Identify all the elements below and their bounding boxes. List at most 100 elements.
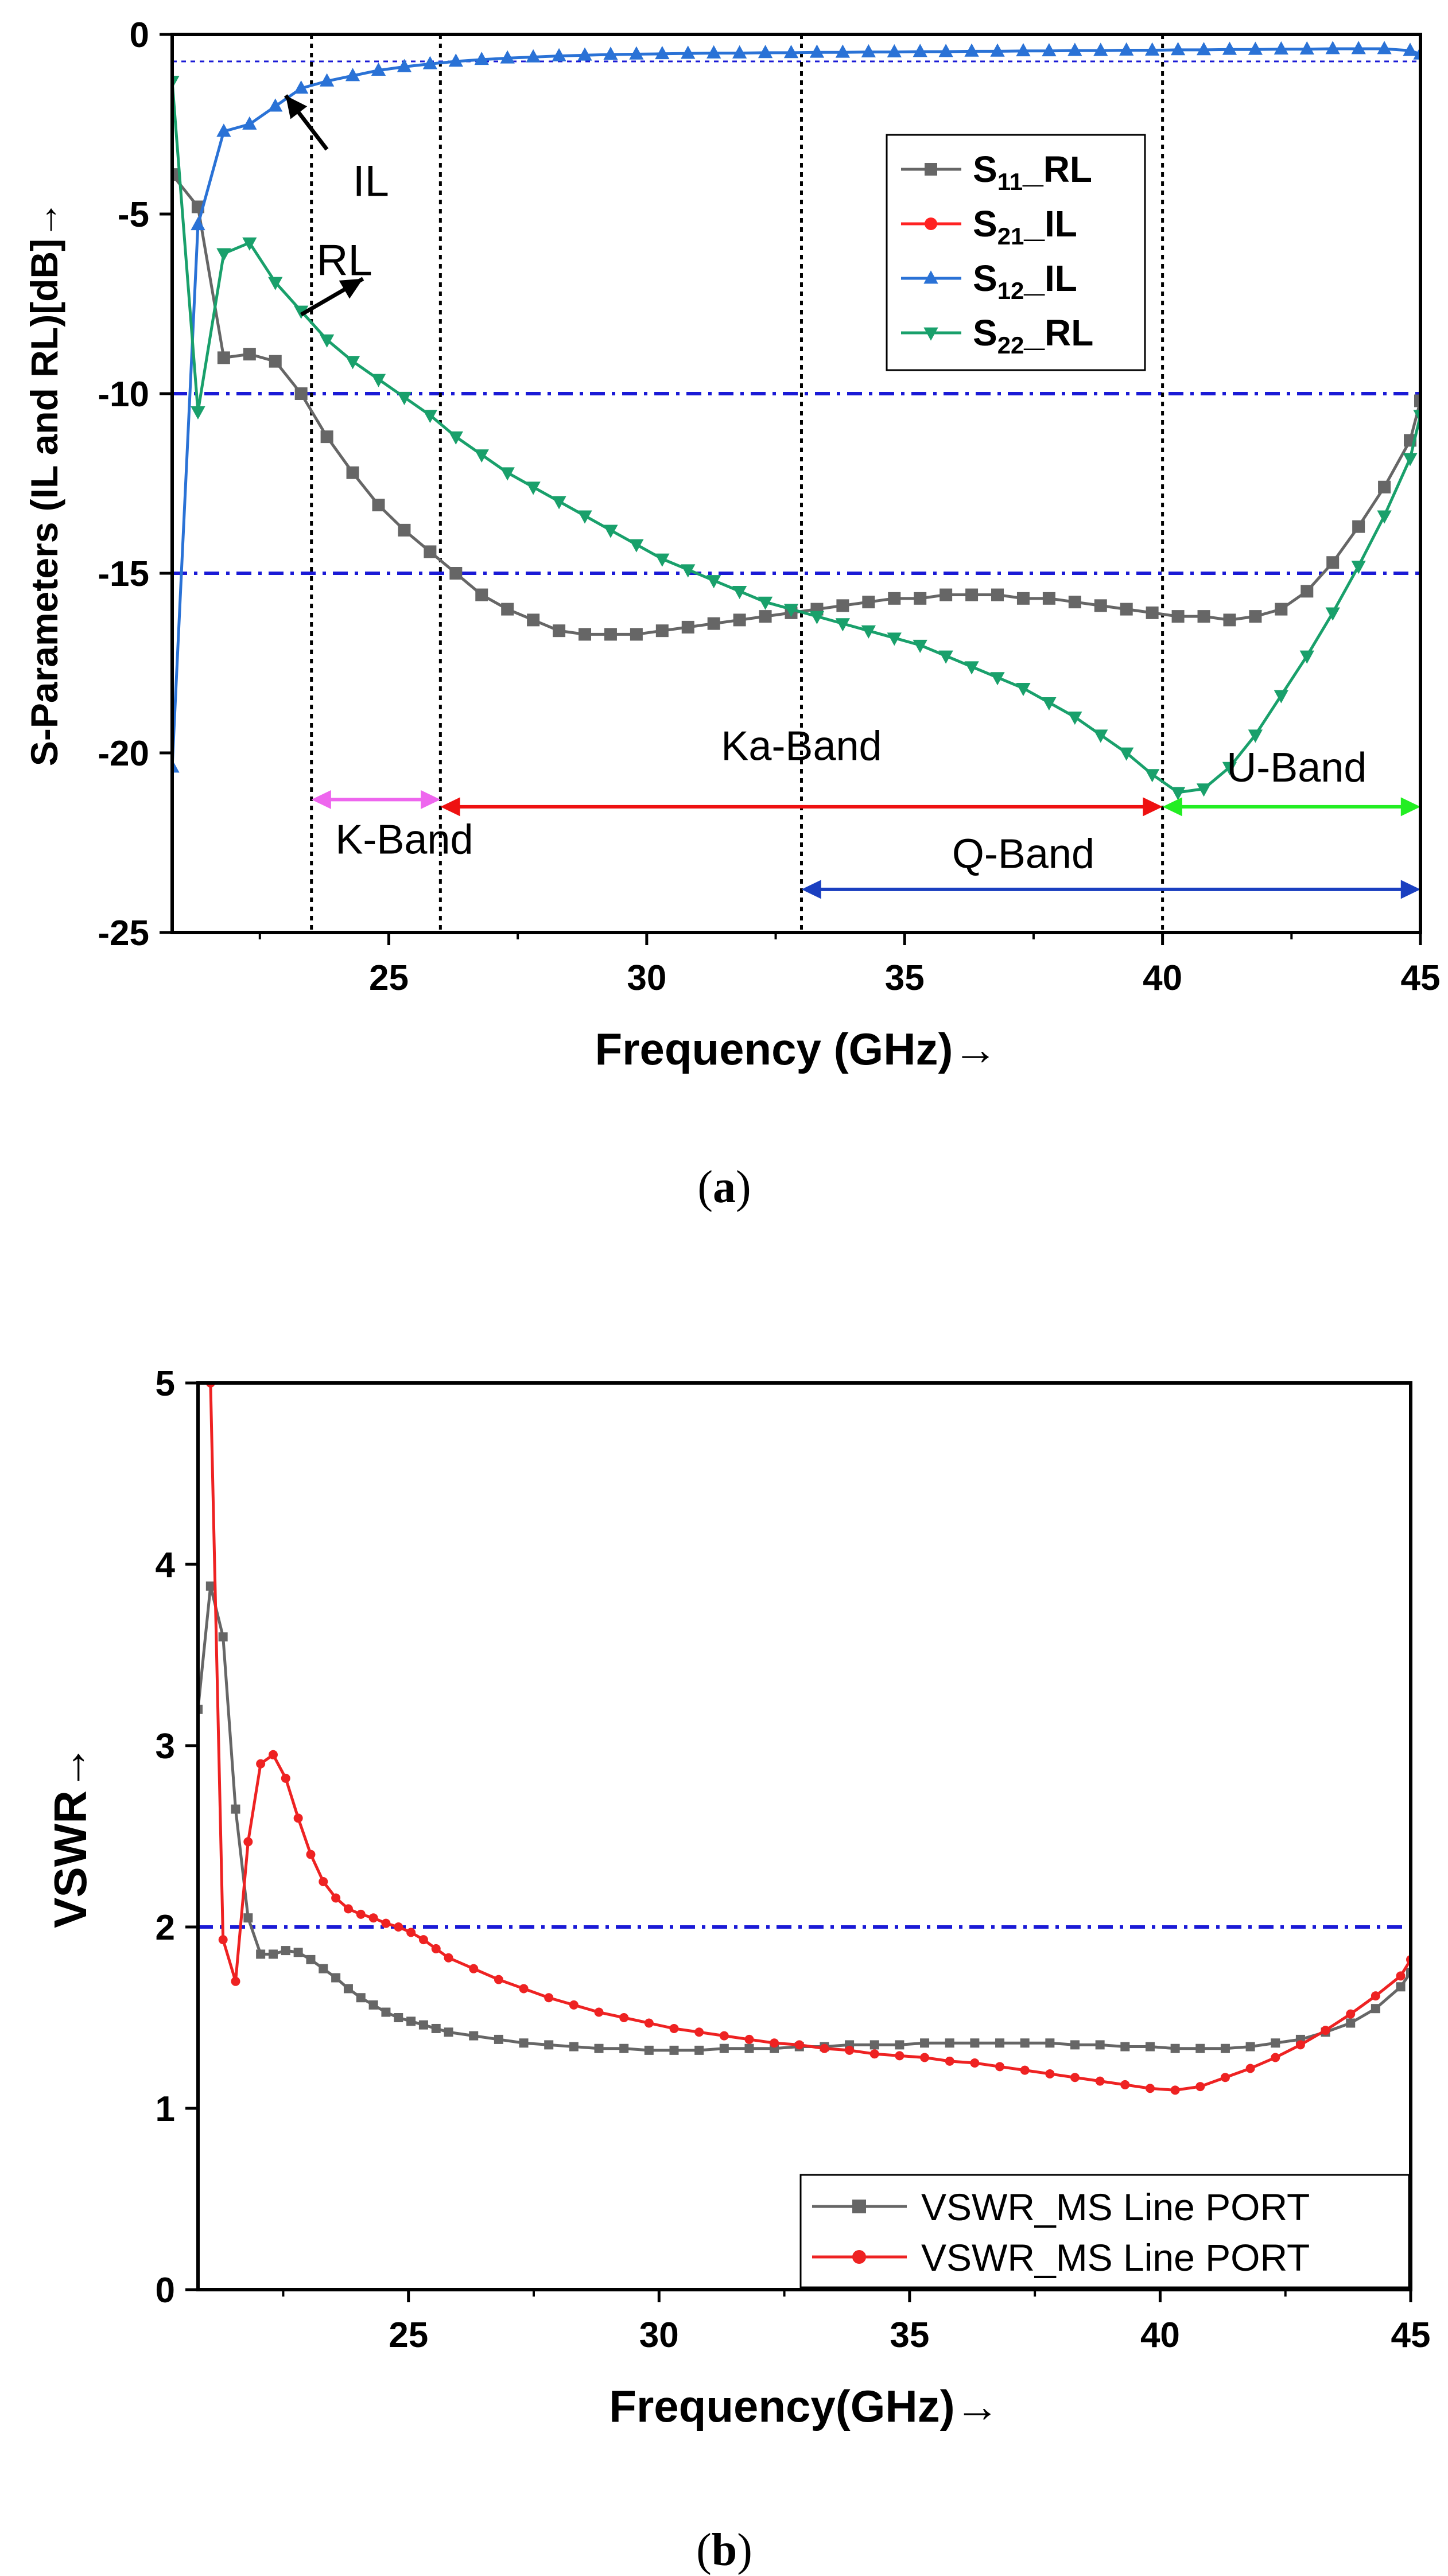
data-point — [644, 2045, 654, 2055]
data-point — [1170, 42, 1186, 56]
data-point — [1119, 42, 1134, 56]
x-tick-label: 40 — [1140, 2315, 1180, 2355]
data-point — [418, 1935, 428, 1945]
data-point — [1403, 42, 1418, 56]
legend-label-main: S — [973, 258, 997, 299]
data-point — [1144, 42, 1160, 56]
x-tick-label: 25 — [389, 2315, 428, 2355]
data-point — [1220, 2043, 1230, 2053]
data-point — [1346, 2009, 1356, 2019]
data-point — [1325, 41, 1340, 55]
data-point — [1351, 561, 1366, 574]
legend-label: S12_IL — [973, 258, 1077, 304]
x-tick-label: 30 — [627, 958, 666, 998]
y-tick-label: 0 — [156, 2271, 175, 2310]
data-point — [938, 44, 953, 57]
legend-swatch-marker — [852, 2250, 866, 2264]
data-point — [1042, 43, 1057, 57]
data-point — [681, 45, 696, 59]
legend-label: VSWR_MS Line PORT — [921, 2186, 1310, 2228]
data-point — [1371, 2004, 1380, 2014]
data-point — [1271, 2038, 1280, 2048]
data-point — [964, 661, 979, 675]
x-tick-label: 45 — [1401, 958, 1441, 998]
y-tick-label: 0 — [130, 15, 149, 55]
legend-label-tail: _IL — [1023, 258, 1077, 299]
x-axis-title: Frequency (GHz)→ — [595, 1024, 997, 1074]
data-point — [706, 575, 721, 589]
data-point — [579, 628, 592, 641]
data-point — [172, 168, 178, 181]
data-point — [706, 45, 721, 59]
legend-box — [799, 2174, 1410, 2289]
legend-swatch-marker — [923, 327, 938, 341]
data-point — [552, 496, 566, 510]
data-point — [1119, 747, 1134, 761]
data-point — [604, 628, 617, 641]
figure-caption: (b) — [696, 2525, 752, 2575]
data-point — [418, 2020, 428, 2030]
data-point — [398, 523, 411, 537]
data-point — [577, 47, 592, 61]
legend-label: VSWR_MS Line PORT — [921, 2236, 1310, 2279]
data-point — [1042, 592, 1055, 605]
data-point — [319, 73, 335, 87]
data-point — [1396, 1982, 1406, 1992]
data-point — [744, 2043, 754, 2053]
data-point — [242, 116, 257, 130]
data-point — [1197, 610, 1210, 623]
data-point — [1222, 41, 1237, 55]
data-point — [331, 1893, 341, 1903]
data-point — [809, 611, 825, 624]
y-tick-label: -25 — [98, 914, 149, 953]
data-point — [655, 553, 670, 567]
data-point — [1321, 2026, 1330, 2035]
data-point — [783, 604, 799, 617]
data-point — [1170, 2043, 1180, 2053]
data-point — [448, 53, 463, 67]
legend-label-tail: _RL — [1023, 312, 1093, 353]
band-arrow-head-right — [1143, 797, 1163, 817]
data-point — [1068, 596, 1081, 609]
data-point — [319, 1964, 328, 1973]
data-point — [630, 628, 643, 641]
data-point — [406, 2016, 416, 2026]
data-point — [519, 1984, 529, 1994]
data-point — [1120, 603, 1133, 616]
y-tick-label: 3 — [156, 1727, 175, 1766]
data-point — [1067, 42, 1082, 56]
data-point — [1271, 2053, 1280, 2062]
data-point — [218, 1632, 228, 1642]
data-point — [294, 387, 308, 400]
data-point — [644, 2018, 654, 2028]
data-point — [895, 2051, 904, 2061]
data-point — [368, 1913, 378, 1923]
data-point — [938, 650, 953, 664]
y-tick-label: 2 — [156, 1908, 175, 1948]
data-point — [319, 334, 335, 348]
data-point — [1352, 520, 1365, 533]
legend-label-sub: 11 — [997, 168, 1023, 195]
data-point — [845, 2045, 855, 2055]
data-point — [887, 632, 902, 646]
data-point — [964, 43, 979, 57]
legend-label-main: S — [973, 312, 997, 353]
data-point — [569, 2000, 579, 2010]
data-point — [759, 610, 772, 623]
legend-swatch-marker — [925, 217, 937, 230]
legend-label: S22_RL — [973, 312, 1093, 359]
caption-open-paren: ( — [696, 2525, 712, 2575]
data-point — [368, 2000, 378, 2010]
chart-panel-a: K-Band Ka-Band U-Band Q-Band IL RL 25 30 35 40 45 0… — [0, 0, 1448, 1251]
data-point — [970, 2038, 980, 2048]
data-point — [448, 431, 463, 445]
series-group — [172, 41, 1420, 801]
legend-label-main: S — [973, 203, 997, 244]
band-arrow-head-left — [311, 790, 331, 809]
data-point — [758, 596, 773, 610]
data-point — [500, 50, 515, 64]
data-point — [474, 449, 489, 463]
data-point — [345, 356, 360, 370]
data-point — [1325, 607, 1340, 621]
